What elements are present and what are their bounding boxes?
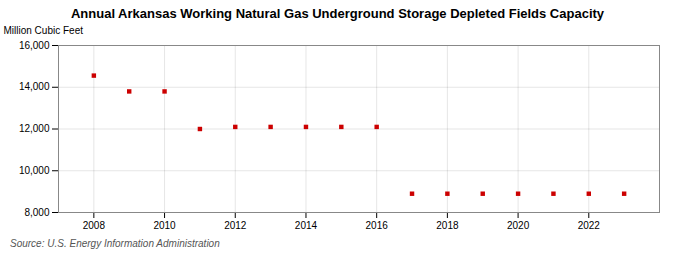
- svg-text:2008: 2008: [83, 220, 106, 231]
- html-text:Annual Arkansas Working Natura: Annual Arkansas Working Natural Gas Unde…: [70, 6, 605, 21]
- svg-text:2016: 2016: [366, 220, 389, 231]
- svg-text:12,000: 12,000: [19, 123, 50, 134]
- svg-text:2014: 2014: [295, 220, 318, 231]
- svg-text:14,000: 14,000: [19, 81, 50, 92]
- svg-text:2020: 2020: [507, 220, 530, 231]
- svg-text:2012: 2012: [224, 220, 247, 231]
- svg-text:Million Cubic Feet: Million Cubic Feet: [4, 25, 84, 36]
- svg-text:10,000: 10,000: [19, 165, 50, 176]
- svg-text:2018: 2018: [436, 220, 459, 231]
- svg-text:2010: 2010: [153, 220, 176, 231]
- svg-text:2022: 2022: [578, 220, 601, 231]
- svg-text:16,000: 16,000: [19, 40, 50, 51]
- html-text:Source: U.S. Energy Informatio: Source: U.S. Energy Information Administ…: [10, 238, 220, 249]
- svg-text:8,000: 8,000: [24, 207, 49, 218]
